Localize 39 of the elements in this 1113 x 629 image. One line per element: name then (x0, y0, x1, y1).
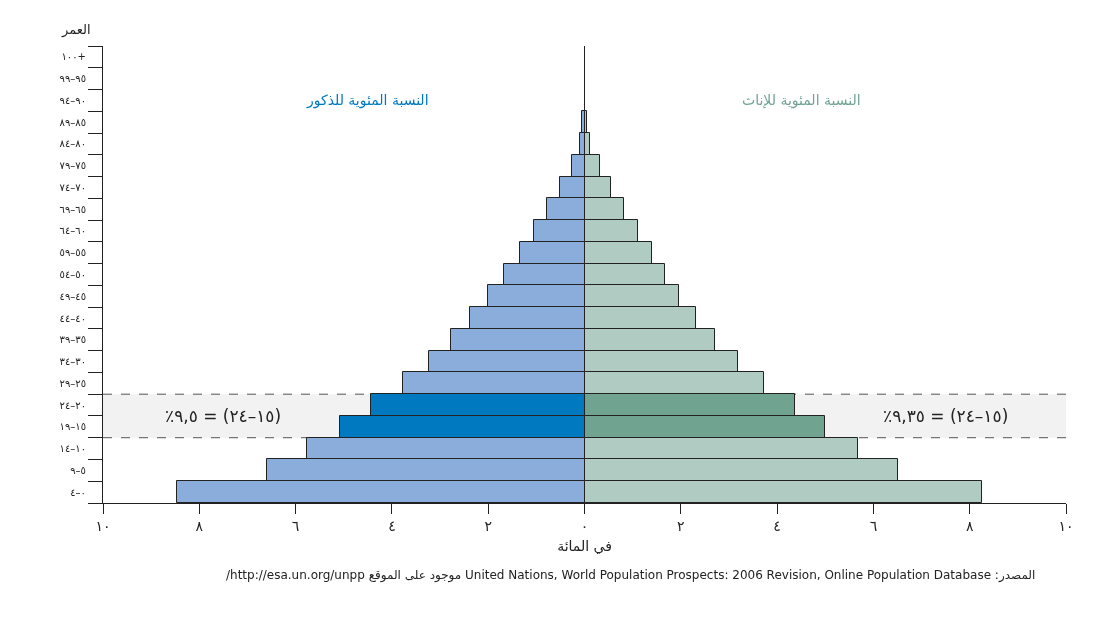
y-tick-label: ٩–٥ (70, 464, 86, 476)
x-tick-label: ٦ (291, 517, 300, 534)
y-tick-label: ٧٤–٧٠ (59, 181, 86, 193)
y-tick-label: ٢٤–٢٠ (59, 399, 86, 411)
annotation: ٪٩,٣٥ = (٢٤–١٥) (883, 406, 1009, 426)
x-tick-label: ٢ (484, 517, 492, 534)
y-tick-label: ٣٤–٣٠ (59, 356, 86, 368)
y-tick-label: ٩٩–٩٥ (59, 73, 86, 85)
x-tick-label: ٦ (869, 517, 878, 534)
y-tick-label: ٥٩–٥٥ (59, 247, 86, 259)
y-tick-label: ٥٤–٥٠ (59, 269, 86, 280)
y-tick-label: ٦٩–٦٥ (59, 203, 86, 215)
y-tick-label: ٤٩–٤٥ (59, 290, 86, 302)
y-tick-label: ١٠٠+ (61, 51, 86, 63)
y-tick-label: ٧٩–٧٥ (59, 160, 86, 172)
x-tick-label: ٨ (195, 517, 204, 534)
y-tick-label: ٨٤–٨٠ (59, 138, 86, 150)
y-tick-label: ٣٩–٣٥ (59, 334, 86, 346)
y-tick-label: ١٩–١٥ (59, 421, 86, 433)
y-tick-label: ٦٤–٦٠ (59, 225, 86, 237)
x-tick-label: ٤ (773, 517, 781, 534)
annotation: ٪٩,٥ = (٢٤–١٥) (165, 406, 282, 426)
x-tick-label: ٨ (965, 517, 974, 534)
x-tick-label: ٤ (388, 517, 396, 534)
y-tick-label: ٨٩–٨٥ (59, 116, 86, 128)
x-axis-title: في المائة (557, 538, 612, 556)
y-tick-label: ٩٤–٩٠ (59, 94, 86, 106)
y-tick-label: ١٤–١٠ (59, 443, 86, 455)
text: النسبة المئوية للإناث (742, 92, 861, 109)
y-tick-label: ٤–٠ (70, 486, 86, 498)
y-axis-title: العمر (61, 22, 91, 38)
x-tick-label: ١٠ (95, 517, 111, 534)
x-tick-label: ٢ (677, 517, 685, 534)
text: النسبة المئوية للذكور (306, 92, 429, 109)
x-tick-label: ١٠ (1058, 517, 1074, 534)
text: المصدر: United Nations, World Population Prospects: 2006 Revision, Online Population Database موجود على الموقع http://esa.un.org/unpp/ (226, 568, 1036, 583)
y-tick-label: ٢٩–٢٥ (59, 377, 86, 389)
x-tick-label: ٠ (580, 517, 589, 534)
y-tick-label: ٤٤–٤٠ (59, 312, 86, 324)
